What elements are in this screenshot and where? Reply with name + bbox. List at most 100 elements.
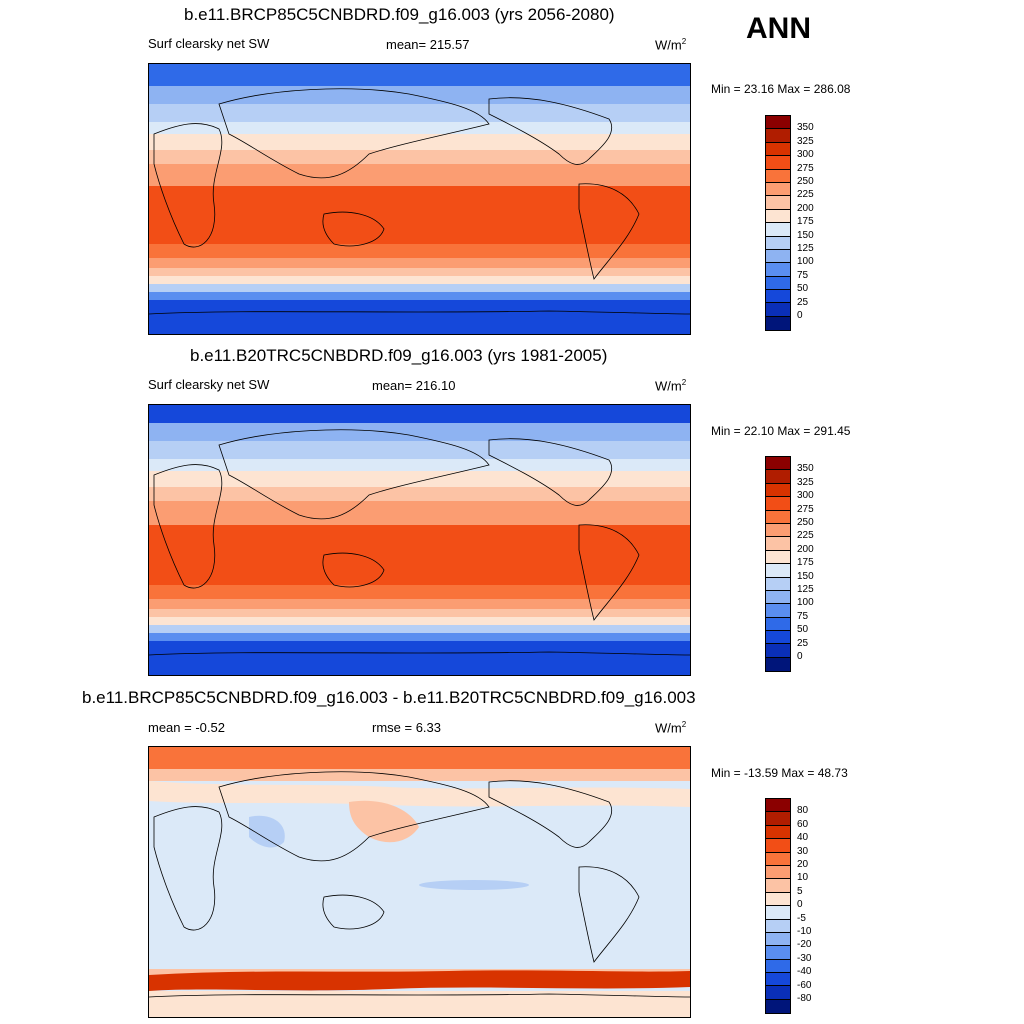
colorbar-tick-label: 250 [797, 517, 814, 528]
colorbar-swatch [766, 999, 790, 1014]
colorbar-swatch [766, 932, 790, 947]
colorbar-tick-label: 5 [797, 885, 803, 897]
colorbar-swatch [766, 590, 790, 605]
colorbar-swatch [766, 577, 790, 591]
colorbar-historical [765, 456, 791, 673]
map-future [148, 63, 691, 335]
colorbar-swatch [766, 497, 790, 511]
colorbar-swatch [766, 249, 790, 264]
map-difference [148, 746, 691, 1018]
colorbar-tick-label: 40 [797, 832, 809, 844]
colorbar-tick-label: 350 [797, 122, 814, 134]
colorbar-tick-label: 75 [797, 269, 809, 281]
colorbar-tick-label: 225 [797, 189, 814, 201]
colorbar-swatch [766, 223, 790, 237]
colorbar-swatch [766, 457, 790, 471]
colorbar-tick-label: 350 [797, 463, 814, 475]
colorbar-tick-label: 100 [797, 597, 814, 609]
colorbar-tick-label: 0 [797, 899, 803, 911]
colorbar-swatch [766, 946, 790, 960]
colorbar-labels-difference: 80 60 40 30 20 10 5 0 -5 -10 -20 -30 -40 -60 -80 [797, 798, 827, 1008]
colorbar-tick-label: 25 [797, 296, 809, 308]
units-label: W/m2 [655, 37, 687, 53]
colorbar-tick-label: 175 [797, 216, 814, 228]
colorbar-tick-label: 20 [797, 859, 809, 870]
units-label: W/m2 [655, 720, 687, 736]
minmax-label: Min = 23.16 Max = 286.08 [711, 82, 851, 96]
colorbar-tick-label: 200 [797, 543, 814, 555]
colorbar-swatch [766, 879, 790, 893]
colorbar-tick-label: 150 [797, 570, 814, 582]
colorbar-tick-label: 225 [797, 530, 814, 542]
colorbar-swatch [766, 196, 790, 210]
panel-title: b.e11.BRCP85C5CNBDRD.f09_g16.003 - b.e11… [82, 688, 696, 707]
colorbar-swatch [766, 303, 790, 317]
colorbar-swatch [766, 116, 790, 130]
colorbar-tick-label: 275 [797, 162, 814, 174]
colorbar-tick-label: 325 [797, 476, 814, 488]
colorbar-swatch [766, 919, 790, 933]
colorbar-tick-label: 50 [797, 624, 809, 636]
colorbar-swatch [766, 483, 790, 498]
colorbar-tick-label: 75 [797, 610, 809, 622]
colorbar-swatch [766, 852, 790, 866]
map-field-future [149, 64, 690, 334]
colorbar-labels-historical: 350 325 300 275 250 225 200 175 150 125 100 75 50 25 0 [797, 456, 827, 666]
colorbar-swatch [766, 564, 790, 578]
colorbar-swatch [766, 644, 790, 658]
colorbar-swatch [766, 973, 790, 987]
colorbar-tick-label: -30 [797, 952, 812, 964]
colorbar-tick-label: 150 [797, 229, 814, 241]
panel-title: b.e11.B20TRC5CNBDRD.f09_g16.003 (yrs 198… [190, 346, 608, 365]
colorbar-labels-future: 350 325 300 275 250 225 200 175 150 125 100 75 50 25 0 [797, 115, 827, 325]
colorbar-swatch [766, 657, 790, 672]
season-label: ANN [746, 12, 811, 45]
colorbar-swatch [766, 169, 790, 183]
colorbar-swatch [766, 209, 790, 224]
colorbar-tick-label: -80 [797, 993, 812, 1004]
colorbar-swatch [766, 510, 790, 524]
colorbar-tick-label: 125 [797, 584, 814, 595]
colorbar-future [765, 115, 791, 332]
colorbar-tick-label: 80 [797, 805, 809, 817]
variable-label: Surf clearsky net SW [148, 36, 270, 51]
colorbar-tick-label: 200 [797, 202, 814, 214]
colorbar-tick-label: 250 [797, 176, 814, 187]
colorbar-tick-label: 175 [797, 557, 814, 569]
colorbar-tick-label: 325 [797, 135, 814, 147]
colorbar-tick-label: 25 [797, 637, 809, 649]
minmax-label: Min = -13.59 Max = 48.73 [711, 766, 848, 780]
colorbar-tick-label: 60 [797, 818, 809, 830]
colorbar-swatch [766, 182, 790, 197]
colorbar-tick-label: 125 [797, 243, 814, 254]
map-historical [148, 404, 691, 676]
mean-label: mean= 215.57 [386, 37, 470, 52]
colorbar-swatch [766, 906, 790, 920]
variable-label: Surf clearsky net SW [148, 377, 270, 392]
colorbar-swatch [766, 290, 790, 304]
mean-label: mean= 216.10 [372, 378, 456, 393]
colorbar-swatch [766, 799, 790, 813]
colorbar-swatch [766, 812, 790, 826]
colorbar-swatch [766, 537, 790, 551]
colorbar-swatch [766, 129, 790, 143]
colorbar-tick-label: 50 [797, 283, 809, 295]
colorbar-swatch [766, 865, 790, 880]
map-field-difference [149, 747, 690, 1017]
rmse-label: rmse = 6.33 [372, 720, 442, 735]
colorbar-swatch [766, 631, 790, 645]
colorbar-tick-label: 0 [797, 651, 803, 662]
colorbar-tick-label: 300 [797, 149, 814, 161]
colorbar-tick-label: -20 [797, 939, 812, 951]
colorbar-swatch [766, 892, 790, 907]
colorbar-tick-label: 300 [797, 490, 814, 502]
colorbar-swatch [766, 276, 790, 291]
colorbar-swatch [766, 604, 790, 618]
colorbar-swatch [766, 263, 790, 277]
colorbar-tick-label: -5 [797, 912, 806, 924]
colorbar-swatch [766, 959, 790, 974]
mean-label: mean = -0.52 [148, 720, 225, 735]
colorbar-swatch [766, 156, 790, 170]
colorbar-tick-label: -10 [797, 926, 812, 937]
colorbar-swatch [766, 316, 790, 331]
